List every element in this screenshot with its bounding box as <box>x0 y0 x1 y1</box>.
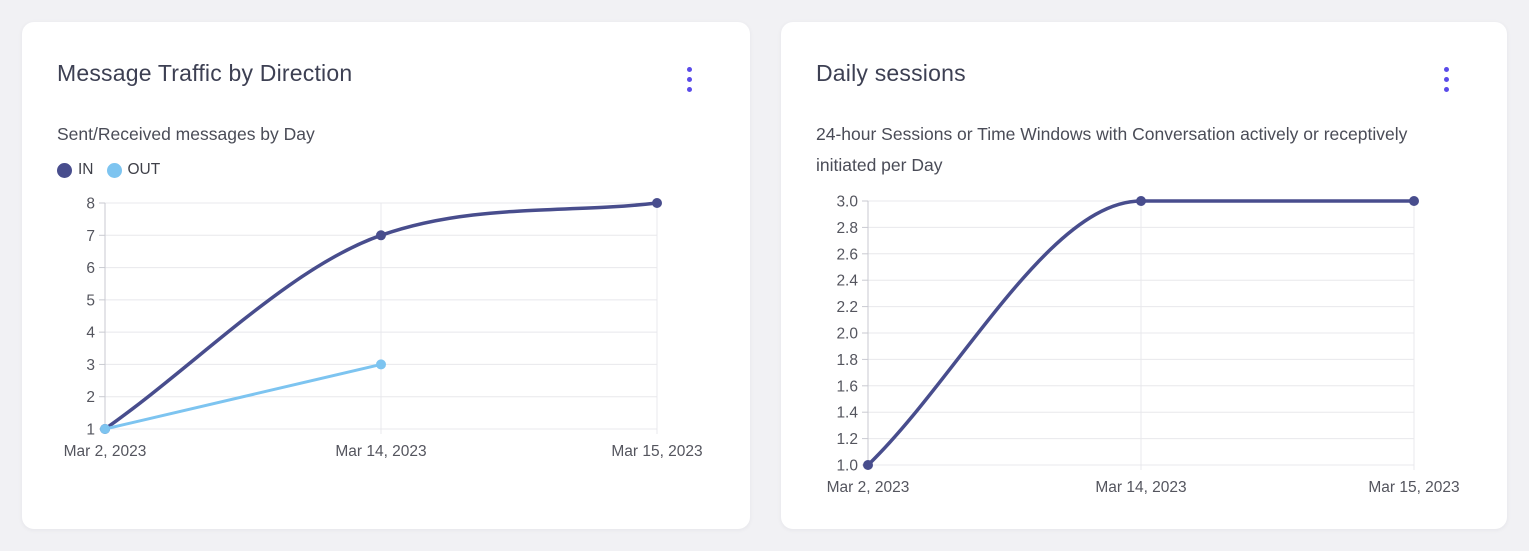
message-traffic-card: Message Traffic by Direction Sent/Receiv… <box>22 22 750 529</box>
svg-text:3.0: 3.0 <box>836 194 858 211</box>
legend-label-in: IN <box>78 161 94 178</box>
card-subtitle: Sent/Received messages by Day <box>57 124 315 144</box>
menu-dot <box>1444 77 1449 82</box>
menu-dot <box>687 77 692 82</box>
card-title: Daily sessions <box>816 60 966 86</box>
message-traffic-chart: 1 2 3 4 5 6 7 8 Mar 2, 2023 Mar 14, 2023 Mar 15, 2… <box>64 196 703 461</box>
svg-text:6: 6 <box>86 260 95 277</box>
svg-text:4: 4 <box>86 325 95 342</box>
card-title: Message Traffic by Direction <box>57 60 353 86</box>
daily-sessions-card: Daily sessions 24-hour Sessions or Time … <box>781 22 1507 529</box>
menu-dot <box>687 67 692 72</box>
kebab-menu-icon[interactable] <box>1435 60 1458 99</box>
card-header: Message Traffic by Direction <box>57 58 715 99</box>
svg-text:1.0: 1.0 <box>836 458 858 475</box>
svg-text:2.2: 2.2 <box>836 299 858 316</box>
svg-text:1: 1 <box>86 422 95 439</box>
svg-text:2: 2 <box>86 389 95 406</box>
card-header: Daily sessions <box>816 58 1472 99</box>
svg-text:7: 7 <box>86 228 95 245</box>
svg-text:5: 5 <box>86 292 95 309</box>
legend-dot-in-icon <box>57 162 72 178</box>
legend-item-in: IN <box>57 161 94 179</box>
svg-text:8: 8 <box>86 196 95 213</box>
svg-text:1.8: 1.8 <box>836 352 858 369</box>
card-subtitle: 24-hour Sessions or Time Windows with Co… <box>816 124 1408 175</box>
svg-text:Mar 2, 2023: Mar 2, 2023 <box>827 479 910 496</box>
svg-text:2.6: 2.6 <box>836 246 858 263</box>
svg-text:1.4: 1.4 <box>836 405 858 422</box>
svg-text:Mar 14, 2023: Mar 14, 2023 <box>1095 479 1186 496</box>
legend-label-out: OUT <box>127 161 161 178</box>
svg-text:1.6: 1.6 <box>836 378 858 395</box>
svg-text:Mar 14, 2023: Mar 14, 2023 <box>335 443 426 460</box>
chart-legend: IN OUT <box>57 161 715 179</box>
svg-text:2.4: 2.4 <box>836 273 858 290</box>
svg-text:Mar 15, 2023: Mar 15, 2023 <box>1368 479 1459 496</box>
svg-text:2.0: 2.0 <box>836 326 858 343</box>
kebab-menu-icon[interactable] <box>678 60 701 99</box>
svg-text:2.8: 2.8 <box>836 220 858 237</box>
menu-dot <box>1444 87 1449 92</box>
svg-text:1.2: 1.2 <box>836 431 858 448</box>
legend-dot-out-icon <box>106 162 122 178</box>
daily-sessions-chart: 1.0 1.2 1.4 1.6 1.8 2.0 2.2 2.4 2.6 2.8 3.0 Mar 2, … <box>827 194 1460 497</box>
menu-dot <box>687 87 692 92</box>
svg-text:3: 3 <box>86 357 95 374</box>
menu-dot <box>1444 67 1449 72</box>
svg-text:Mar 2, 2023: Mar 2, 2023 <box>64 443 147 460</box>
legend-item-out: OUT <box>106 161 161 179</box>
svg-text:Mar 15, 2023: Mar 15, 2023 <box>611 443 702 460</box>
